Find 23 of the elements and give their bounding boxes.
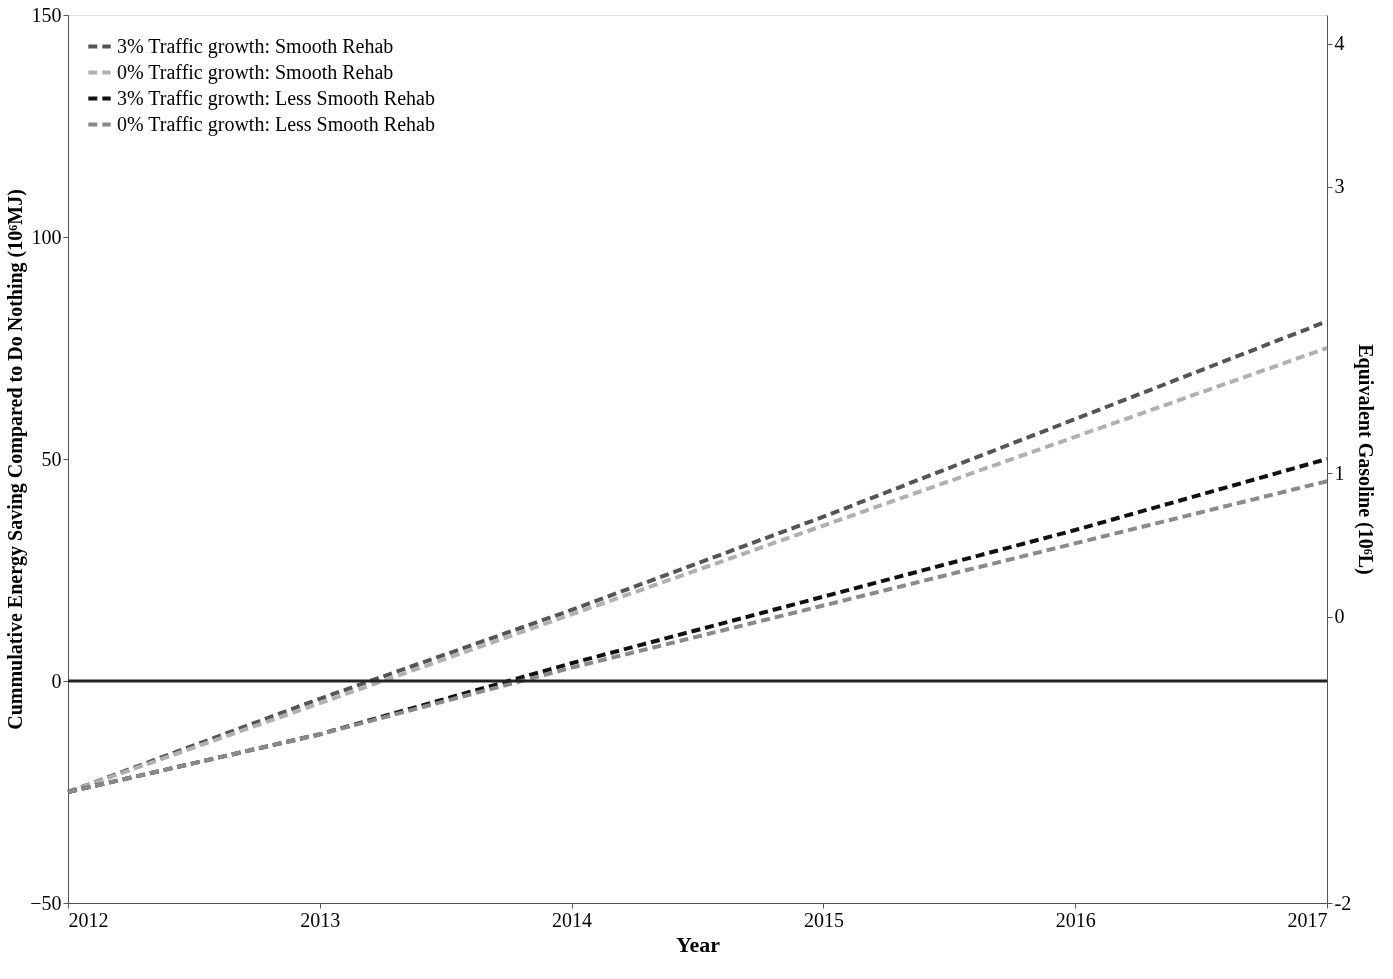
x-tick-label: 2014: [552, 908, 593, 931]
x-tick-label: 2016: [1055, 908, 1096, 931]
x-tick-label: 2013: [300, 908, 341, 931]
y2-tick-label: 0: [1334, 605, 1345, 628]
y2-tick-label: 4: [1334, 32, 1345, 55]
x-tick-label: 2012: [68, 908, 109, 931]
y-axis-title: Cummulative Energy Saving Compared to Do Nothing (10⁶MJ): [4, 189, 28, 730]
y2-tick-label: 1: [1334, 461, 1345, 484]
legend-label: 3% Traffic growth: Less Smooth Rehab: [117, 86, 435, 110]
y-tick-label: 150: [31, 3, 62, 26]
y2-axis-title: Equivalent Gasoline (10⁶L): [1354, 344, 1378, 575]
y2-tick-label: 3: [1334, 175, 1345, 198]
legend-label: 0% Traffic growth: Less Smooth Rehab: [117, 112, 435, 136]
y2-tick-label: -2: [1334, 891, 1352, 914]
y-tick-label: 0: [51, 669, 62, 692]
x-tick-label: 2017: [1287, 908, 1328, 931]
x-tick-label: 2015: [803, 908, 844, 931]
y-tick-label: 50: [41, 447, 62, 470]
legend-label: 3% Traffic growth: Smooth Rehab: [117, 34, 394, 58]
x-axis-title: Year: [676, 931, 721, 957]
legend-label: 0% Traffic growth: Smooth Rehab: [117, 60, 394, 84]
y-tick-label: −50: [30, 891, 62, 914]
y-tick-label: 100: [31, 225, 62, 248]
